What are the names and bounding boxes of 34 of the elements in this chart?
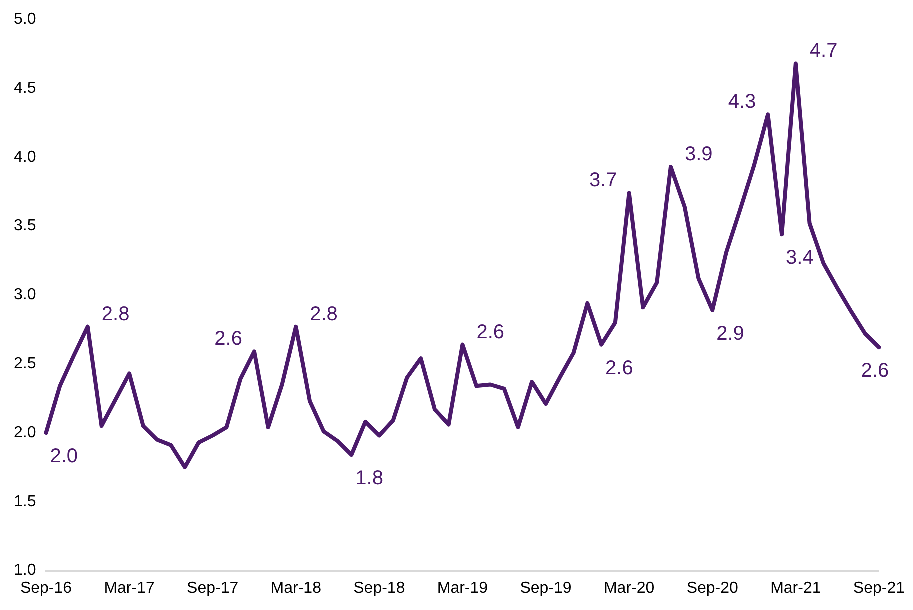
y-tick-label: 5.0 — [14, 11, 36, 28]
y-tick-label: 4.0 — [14, 148, 36, 166]
data-label: 2.8 — [102, 303, 130, 326]
x-tick-label: Mar-20 — [604, 580, 655, 597]
data-label: 3.9 — [684, 144, 713, 166]
x-tick-label: Mar-19 — [437, 580, 488, 597]
data-label: 2.6 — [861, 360, 890, 382]
data-label: 2.8 — [310, 303, 338, 326]
y-tick-label: 3.0 — [14, 286, 36, 304]
x-tick-label: Sep-17 — [187, 580, 239, 597]
data-label: 3.4 — [786, 247, 814, 270]
x-tick-label: Sep-19 — [520, 580, 572, 597]
y-tick-label: 3.5 — [14, 218, 36, 235]
data-label: 2.9 — [716, 322, 744, 345]
data-label: 2.6 — [606, 357, 634, 380]
data-label: 2.6 — [476, 321, 505, 344]
x-tick-label: Sep-21 — [853, 580, 906, 597]
x-tick-label: Mar-17 — [104, 580, 155, 597]
x-tick-label: Sep-16 — [20, 580, 72, 597]
data-label: 1.8 — [356, 468, 384, 490]
data-label: 2.6 — [214, 328, 242, 350]
x-tick-label: Sep-20 — [686, 580, 739, 597]
x-tick-label: Mar-21 — [770, 580, 822, 597]
x-tick-label: Sep-18 — [354, 580, 406, 597]
x-tick-label: Mar-18 — [270, 580, 322, 597]
y-tick-label: 4.5 — [14, 80, 36, 97]
y-tick-label: 1.5 — [14, 493, 36, 510]
y-tick-label: 2.0 — [14, 424, 36, 442]
data-label: 4.3 — [728, 91, 756, 114]
data-label: 3.7 — [590, 170, 618, 192]
y-tick-label: 2.5 — [14, 356, 36, 373]
data-label: 2.0 — [50, 446, 78, 468]
data-label: 4.7 — [810, 40, 838, 62]
y-tick-label: 1.0 — [14, 562, 36, 580]
